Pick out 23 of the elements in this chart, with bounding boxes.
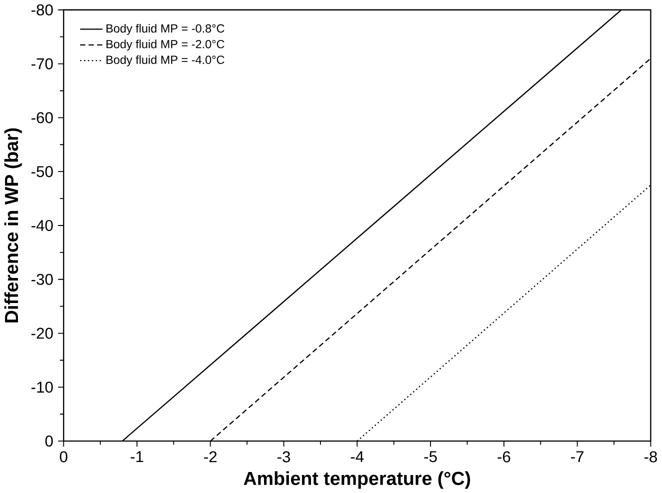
x-tick-label: -1 — [130, 451, 144, 462]
legend-label: Body fluid MP = -2.0°C — [106, 40, 224, 51]
x-tick-label: -6 — [498, 451, 510, 462]
y-tick-label: -10 — [32, 382, 53, 393]
legend-label: Body fluid MP = -4.0°C — [106, 55, 224, 66]
x-axis-title: Ambient temperature (°C) — [244, 471, 470, 489]
x-tick-label: -3 — [278, 451, 290, 462]
x-tick-label: -2 — [204, 451, 217, 462]
y-tick-label: -70 — [32, 58, 53, 70]
x-tick-label: -4 — [350, 451, 364, 462]
x-tick-label: -8 — [644, 451, 657, 462]
y-tick-label: -40 — [32, 220, 53, 231]
y-tick-label: -20 — [32, 328, 53, 339]
x-tick-label: 0 — [60, 451, 68, 462]
y-tick-label: 0 — [45, 435, 53, 447]
x-tick-label: -7 — [571, 451, 584, 462]
y-axis-title: Difference in WP (bar) — [4, 128, 22, 322]
y-tick-label: -80 — [32, 4, 53, 16]
y-tick-label: -30 — [32, 274, 53, 285]
y-tick-label: -60 — [32, 112, 53, 124]
x-tick-label: -5 — [424, 451, 437, 462]
y-tick-label: -50 — [32, 166, 53, 178]
legend-label: Body fluid MP = -0.8°C — [106, 24, 224, 35]
